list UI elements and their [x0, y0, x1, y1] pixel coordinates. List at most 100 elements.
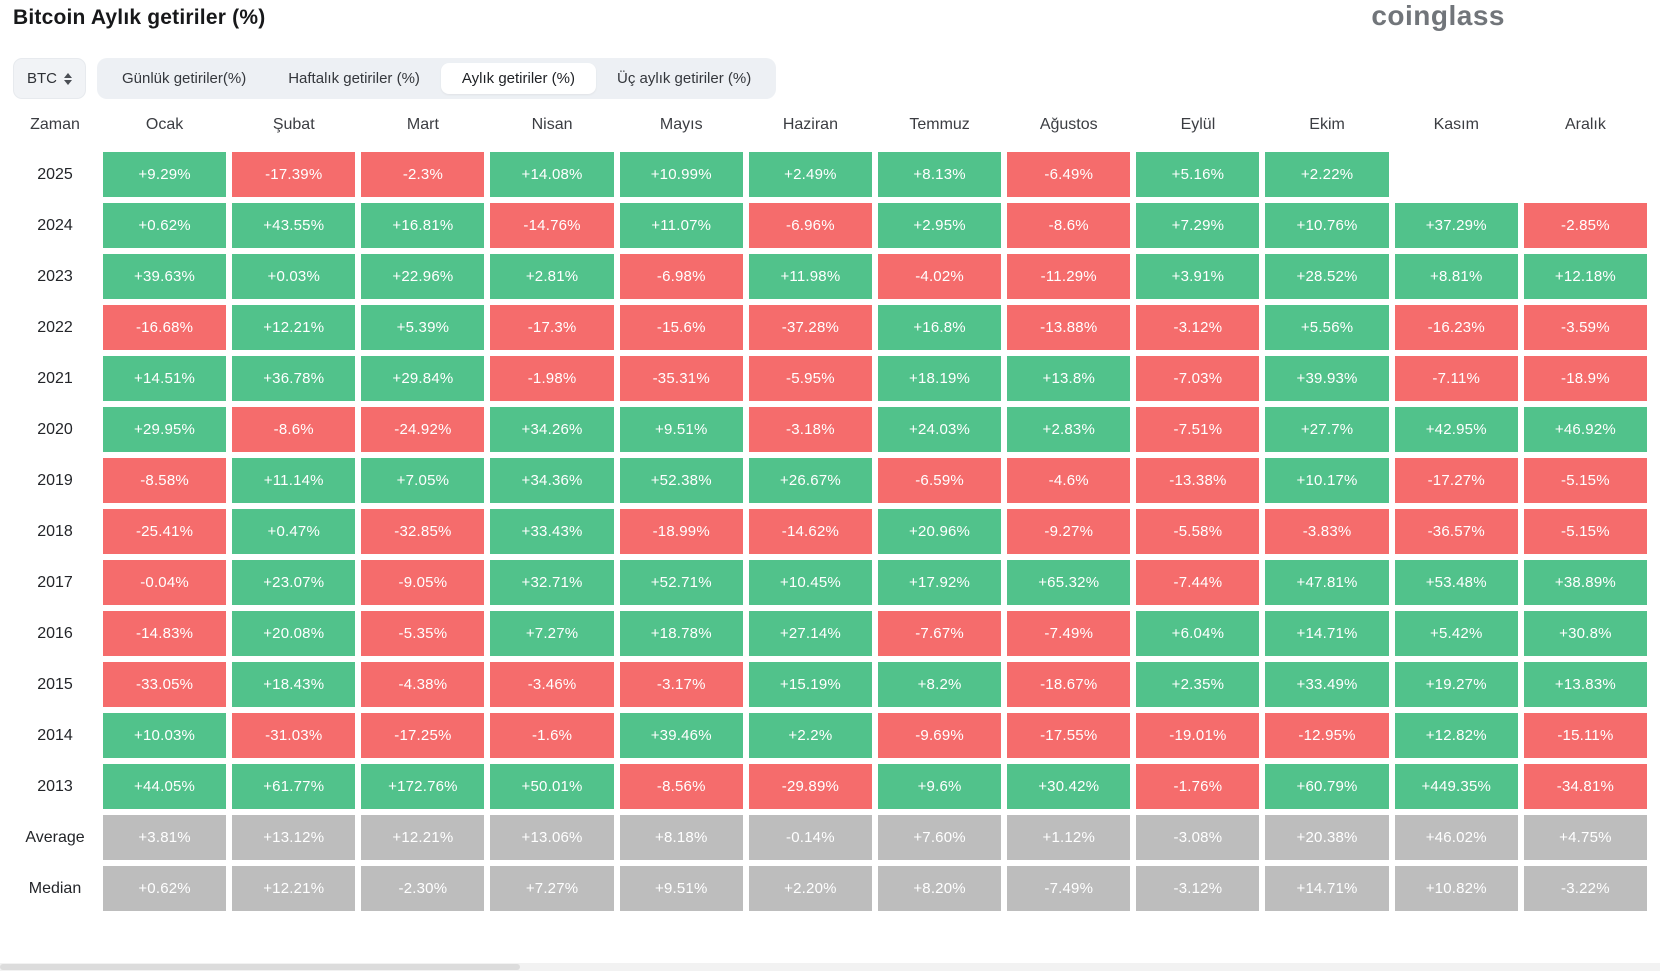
return-cell: -14.62%: [748, 509, 872, 554]
period-tab-0[interactable]: Günlük getiriler(%): [122, 70, 247, 87]
return-cell: +5.56%: [1265, 305, 1389, 350]
return-cell: +52.71%: [619, 560, 743, 605]
return-cell: +53.48%: [1394, 560, 1518, 605]
column-header: Eylül: [1180, 116, 1216, 133]
return-cell: -9.27%: [1007, 509, 1131, 554]
return-cell: -5.15%: [1523, 458, 1647, 503]
return-cell: -33.05%: [103, 662, 227, 707]
return-cell: -37.28%: [748, 305, 872, 350]
return-cell: +65.32%: [1007, 560, 1131, 605]
column-header: Ekim: [1309, 116, 1345, 133]
return-cell: -5.58%: [1136, 509, 1260, 554]
return-cell: +42.95%: [1394, 407, 1518, 452]
return-cell: -16.68%: [103, 305, 227, 350]
return-cell: -3.12%: [1136, 305, 1260, 350]
return-cell: -13.38%: [1136, 458, 1260, 503]
column-header: Kasım: [1433, 116, 1479, 133]
controls-row: BTC Günlük getiriler(%) Haftalık getirile…: [13, 58, 777, 99]
column-header: Mart: [406, 116, 439, 133]
return-cell: +30.42%: [1007, 764, 1131, 809]
return-cell: -7.11%: [1394, 356, 1518, 401]
return-cell: +26.67%: [748, 458, 872, 503]
return-cell: -3.46%: [490, 662, 614, 707]
table-row-2014: 2014 +10.03% -31.03% -17.25% -1.6% +39.46% +2.…: [13, 713, 1647, 758]
return-cell: +2.83%: [1007, 407, 1131, 452]
return-cell: +0.62%: [103, 866, 227, 911]
return-cell: +10.99%: [619, 152, 743, 197]
return-cell: -6.96%: [748, 203, 872, 248]
row-label: Median: [28, 879, 82, 897]
return-cell: +4.75%: [1523, 815, 1647, 860]
return-cell: +39.46%: [619, 713, 743, 758]
return-cell: -17.55%: [1007, 713, 1131, 758]
return-cell: -15.6%: [619, 305, 743, 350]
return-cell: +36.78%: [232, 356, 356, 401]
return-cell: +34.36%: [490, 458, 614, 503]
return-cell: +23.07%: [232, 560, 356, 605]
return-cell: -17.27%: [1394, 458, 1518, 503]
return-cell: +3.81%: [103, 815, 227, 860]
coinglass-logo: coinglass: [1371, 0, 1505, 31]
return-cell: -1.76%: [1136, 764, 1260, 809]
row-label: 2016: [37, 624, 73, 642]
table-row-2020: 2020 +29.95% -8.6% -24.92% +34.26% +9.51% -3.1…: [13, 407, 1647, 452]
coin-selector-label: BTC: [27, 70, 57, 87]
row-label: 2024: [37, 216, 73, 234]
return-cell: +13.83%: [1523, 662, 1647, 707]
return-cell: -8.58%: [103, 458, 227, 503]
return-cell: -13.88%: [1007, 305, 1131, 350]
return-cell: +0.03%: [232, 254, 356, 299]
scrollbar-thumb[interactable]: [0, 964, 520, 970]
return-cell: +12.18%: [1523, 254, 1647, 299]
return-cell: +9.51%: [619, 866, 743, 911]
return-cell: +19.27%: [1394, 662, 1518, 707]
return-cell: +12.21%: [232, 866, 356, 911]
return-cell: +38.89%: [1523, 560, 1647, 605]
return-cell: +2.35%: [1136, 662, 1260, 707]
return-cell: -7.44%: [1136, 560, 1260, 605]
return-cell: +60.79%: [1265, 764, 1389, 809]
return-cell: -14.76%: [490, 203, 614, 248]
return-cell: +10.82%: [1394, 866, 1518, 911]
return-cell: -18.9%: [1523, 356, 1647, 401]
return-cell: -1.98%: [490, 356, 614, 401]
row-label: 2020: [37, 420, 73, 438]
coin-selector-dropdown[interactable]: BTC: [13, 58, 86, 99]
return-cell: +10.76%: [1265, 203, 1389, 248]
return-cell: +52.38%: [619, 458, 743, 503]
return-cell: -8.6%: [232, 407, 356, 452]
return-cell: +29.84%: [361, 356, 485, 401]
return-cell: +6.04%: [1136, 611, 1260, 656]
row-label: 2014: [37, 726, 73, 744]
return-cell: +12.82%: [1394, 713, 1518, 758]
period-tab-3[interactable]: Üç aylık getiriler (%): [617, 70, 752, 87]
return-cell: +11.98%: [748, 254, 872, 299]
return-cell: -14.83%: [103, 611, 227, 656]
return-cell: -3.22%: [1523, 866, 1647, 911]
return-cell: +10.45%: [748, 560, 872, 605]
column-header: Haziran: [782, 116, 838, 133]
column-header: Aralık: [1564, 116, 1606, 133]
return-cell: +18.78%: [619, 611, 743, 656]
return-cell: -2.85%: [1523, 203, 1647, 248]
return-cell: -0.04%: [103, 560, 227, 605]
return-cell: +9.51%: [619, 407, 743, 452]
return-cell: +46.02%: [1394, 815, 1518, 860]
return-cell: -7.51%: [1136, 407, 1260, 452]
table-row-median: Median +0.62% +12.21% -2.30% +7.27% +9.51% +2.…: [13, 866, 1647, 911]
return-cell: +11.07%: [619, 203, 743, 248]
return-cell: -3.12%: [1136, 866, 1260, 911]
horizontal-scrollbar[interactable]: [0, 963, 1660, 971]
return-cell: +7.27%: [490, 866, 614, 911]
return-cell: -3.59%: [1523, 305, 1647, 350]
column-header: Ocak: [145, 116, 184, 133]
period-tab-2-active[interactable]: Aylık getiriler (%): [440, 63, 597, 94]
row-label: 2017: [37, 573, 73, 591]
return-cell: +61.77%: [232, 764, 356, 809]
return-cell: +0.47%: [232, 509, 356, 554]
empty-cell: [1524, 152, 1647, 197]
return-cell: -12.95%: [1265, 713, 1389, 758]
return-cell: +34.26%: [490, 407, 614, 452]
period-tab-1[interactable]: Haftalık getiriler (%): [288, 70, 420, 87]
